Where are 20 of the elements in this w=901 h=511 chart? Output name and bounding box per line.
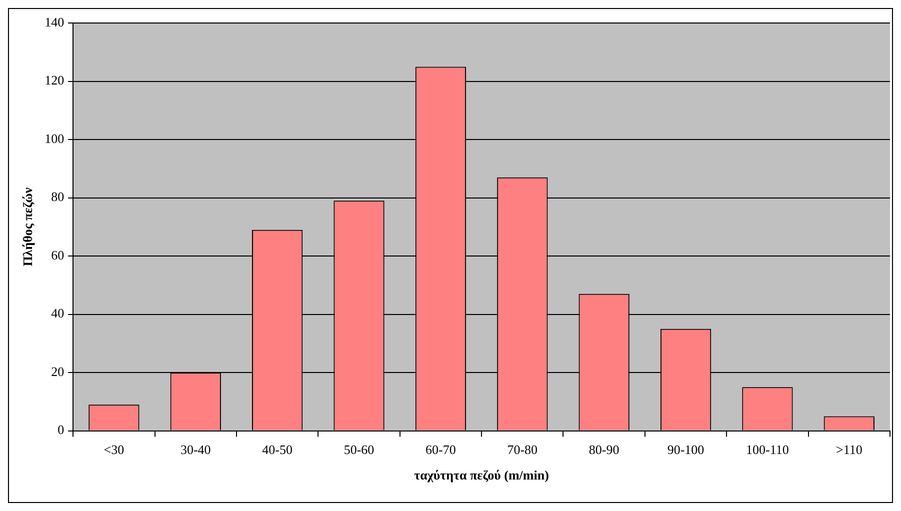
x-tick-label: 90-100 xyxy=(667,442,704,458)
x-tick-label: 60-70 xyxy=(426,442,456,458)
y-tick-label: 40 xyxy=(51,306,64,321)
x-tick-label: 100-110 xyxy=(746,442,789,458)
x-tick-label: 80-90 xyxy=(588,442,620,458)
y-tick-label: 140 xyxy=(44,14,64,30)
y-tick-label: 0 xyxy=(58,422,64,438)
y-tick-label: 80 xyxy=(51,189,64,204)
x-tick-label: 70-80 xyxy=(507,442,538,458)
y-tick-label: 20 xyxy=(51,364,64,379)
x-tick-label: 50-60 xyxy=(344,442,374,458)
x-tick-label: >110 xyxy=(836,442,862,458)
y-tick-label: 120 xyxy=(44,72,64,88)
x-tick-label: <30 xyxy=(104,442,124,458)
y-axis-title: Πλήθος πεζών xyxy=(20,187,36,266)
x-axis-title: ταχύτητα πεζού (m/min) xyxy=(414,468,549,483)
x-tick-label: 30-40 xyxy=(180,442,211,458)
y-tick-label: 100 xyxy=(44,130,64,146)
y-tick-label: 60 xyxy=(51,247,64,262)
x-tick-label: 40-50 xyxy=(262,442,292,458)
